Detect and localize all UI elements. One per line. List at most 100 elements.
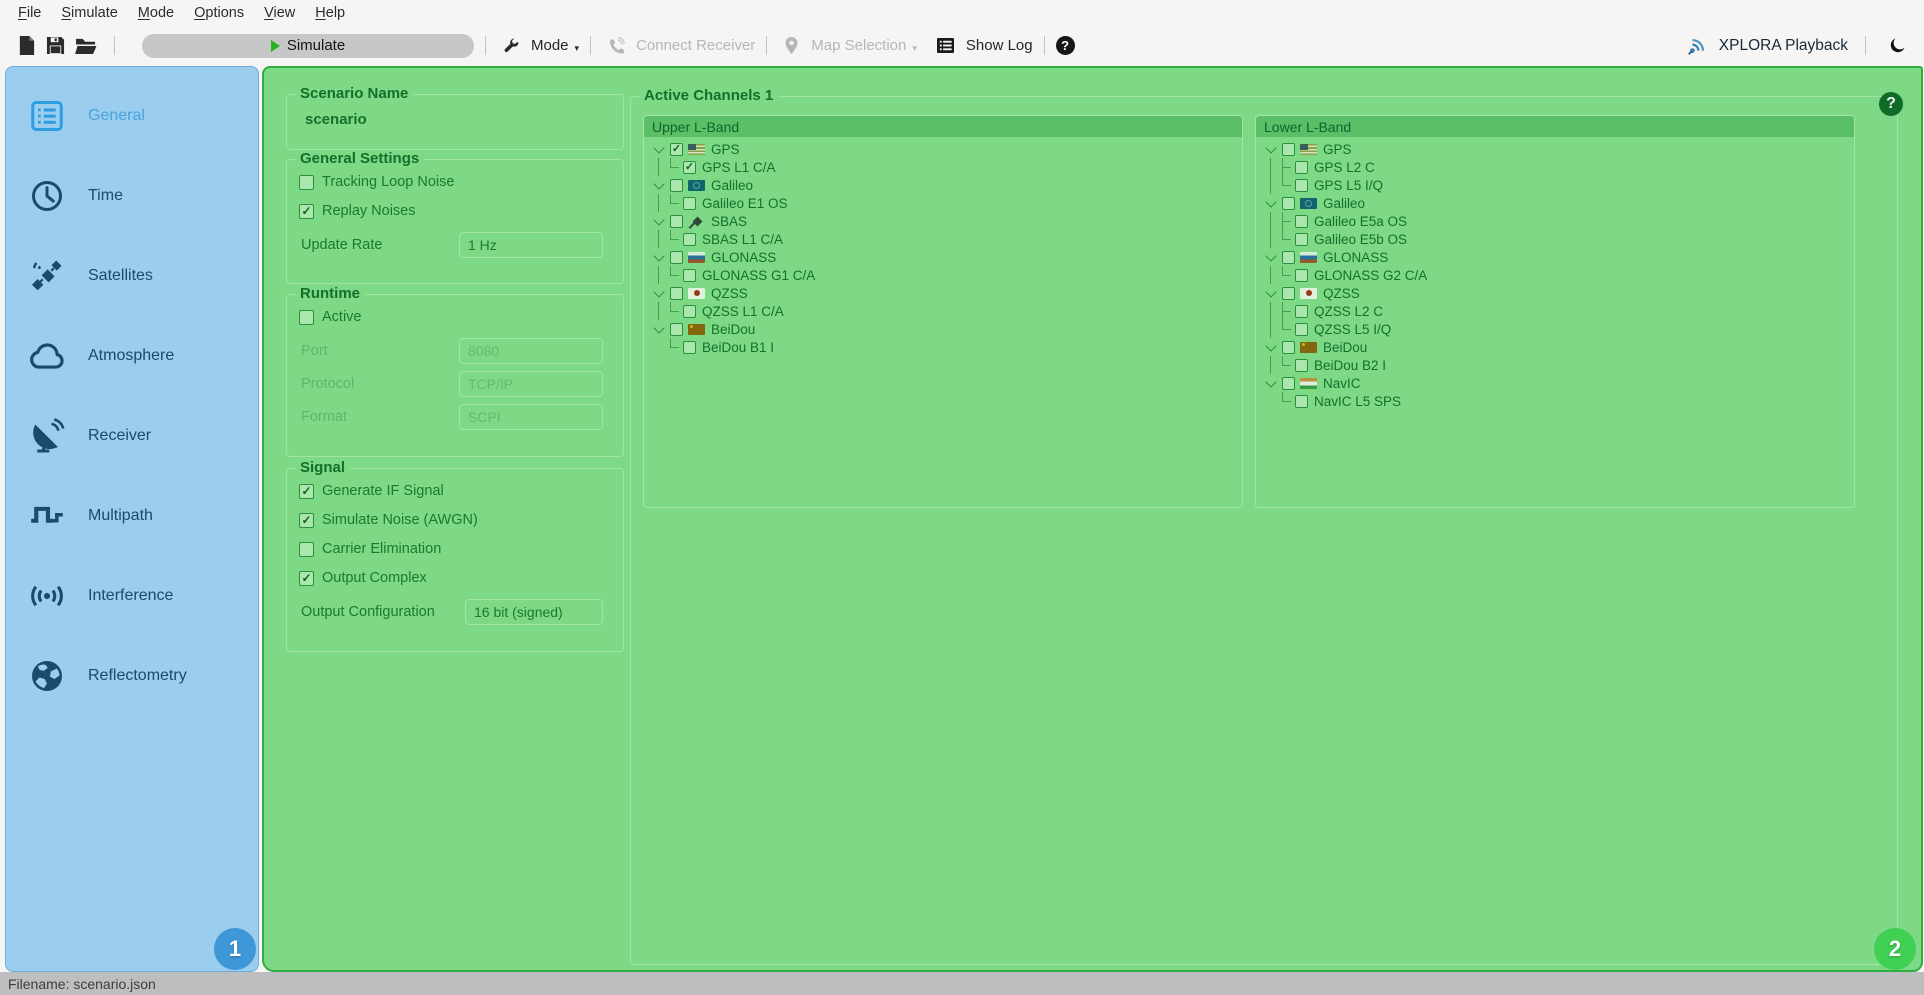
sidebar-item-satellites[interactable]: Satellites — [6, 236, 258, 316]
tree-system-row[interactable]: BeiDou — [650, 320, 1242, 338]
expander[interactable] — [1262, 374, 1280, 392]
sidebar-item-receiver[interactable]: Receiver — [6, 396, 258, 476]
connect-receiver-button[interactable]: Connect Receiver — [602, 36, 755, 55]
tree-signal-row[interactable]: GPS L5 I/Q — [1262, 176, 1854, 194]
checkbox[interactable] — [683, 196, 696, 210]
tree-system-row[interactable]: QZSS — [1262, 284, 1854, 302]
expander[interactable] — [1262, 140, 1280, 158]
tree-signal-row[interactable]: Galileo E5b OS — [1262, 230, 1854, 248]
tree-system-row[interactable]: ✓ GPS — [650, 140, 1242, 158]
expander[interactable] — [650, 212, 668, 230]
tree-signal-row[interactable]: SBAS L1 C/A — [650, 230, 1242, 248]
port-input[interactable]: 8080 ▴ ▾ — [459, 338, 603, 364]
menu-view[interactable]: View — [264, 5, 296, 21]
tree-signal-row[interactable]: GPS L2 C — [1262, 158, 1854, 176]
checkbox[interactable] — [1295, 232, 1308, 246]
checkbox[interactable] — [683, 268, 696, 282]
show-log-button[interactable]: Show Log — [931, 37, 1033, 54]
checkbox[interactable] — [1282, 376, 1295, 390]
checkbox[interactable] — [670, 322, 683, 336]
tree-signal-row[interactable]: ✓ GPS L1 C/A — [650, 158, 1242, 176]
expander[interactable] — [650, 320, 668, 338]
moon-icon[interactable] — [1888, 36, 1907, 55]
tree-system-row[interactable]: Galileo — [1262, 194, 1854, 212]
checkbox[interactable] — [670, 250, 683, 264]
expander[interactable] — [650, 140, 668, 158]
menu-simulate[interactable]: Simulate — [61, 5, 118, 21]
output-configuration-select[interactable]: 16 bit (signed) ▾ — [465, 599, 603, 625]
tree-signal-row[interactable]: Galileo E1 OS — [650, 194, 1242, 212]
checkbox[interactable] — [1295, 304, 1308, 318]
expander[interactable] — [1262, 248, 1280, 266]
tree-system-row[interactable]: GLONASS — [1262, 248, 1854, 266]
checkbox[interactable] — [1282, 286, 1295, 300]
checkbox[interactable] — [1295, 178, 1308, 192]
checkbox[interactable] — [670, 286, 683, 300]
checkbox[interactable] — [670, 214, 683, 228]
menu-help[interactable]: Help — [315, 5, 346, 21]
tree-signal-row[interactable]: QZSS L5 I/Q — [1262, 320, 1854, 338]
sidebar-item-interference[interactable]: Interference — [6, 556, 258, 636]
protocol-input[interactable]: TCP/IP ▾ — [459, 371, 603, 397]
tree-system-row[interactable]: BeiDou — [1262, 338, 1854, 356]
expander[interactable] — [650, 176, 668, 194]
checkbox[interactable] — [683, 340, 696, 354]
checkbox[interactable] — [683, 304, 696, 318]
panel-help-icon[interactable]: ? — [1879, 92, 1903, 116]
checkbox[interactable] — [1295, 358, 1308, 372]
tree-signal-row[interactable]: QZSS L1 C/A — [650, 302, 1242, 320]
expander[interactable] — [1262, 284, 1280, 302]
menu-mode[interactable]: Mode — [137, 5, 175, 21]
checkbox[interactable] — [683, 232, 696, 246]
tree-signal-row[interactable]: GLONASS G2 C/A — [1262, 266, 1854, 284]
checkbox[interactable] — [1295, 160, 1308, 174]
checkbox[interactable]: ✓ — [299, 512, 314, 528]
sidebar-item-reflectometry[interactable]: Reflectometry — [6, 636, 258, 716]
update-rate-select[interactable]: 1 Hz ▾ — [459, 232, 603, 258]
tree-system-row[interactable]: NavIC — [1262, 374, 1854, 392]
tree-signal-row[interactable]: BeiDou B1 I — [650, 338, 1242, 356]
checkbox[interactable] — [1295, 322, 1308, 336]
checkbox[interactable] — [1282, 250, 1295, 264]
mode-button[interactable]: Mode ▾ — [497, 37, 579, 55]
expander[interactable] — [1262, 194, 1280, 212]
format-input[interactable]: SCPI ▾ — [459, 404, 603, 430]
expander[interactable] — [1262, 338, 1280, 356]
sidebar-item-atmosphere[interactable]: Atmosphere — [6, 316, 258, 396]
checkbox[interactable]: ✓ — [683, 160, 696, 174]
checkbox[interactable]: ✓ — [670, 142, 683, 156]
tree-signal-row[interactable]: GLONASS G1 C/A — [650, 266, 1242, 284]
checkbox[interactable] — [299, 174, 314, 190]
checkbox[interactable] — [1282, 340, 1295, 354]
tree-signal-row[interactable]: Galileo E5a OS — [1262, 212, 1854, 230]
checkbox[interactable] — [1295, 394, 1308, 408]
checkbox[interactable] — [1282, 142, 1295, 156]
expander[interactable] — [650, 248, 668, 266]
checkbox[interactable] — [299, 541, 314, 557]
menu-options[interactable]: Options — [194, 5, 245, 21]
tree-signal-row[interactable]: QZSS L2 C — [1262, 302, 1854, 320]
checkbox[interactable] — [670, 178, 683, 192]
open-folder-icon[interactable] — [75, 36, 98, 55]
sidebar-item-general[interactable]: General — [6, 76, 258, 156]
checkbox[interactable] — [1295, 214, 1308, 228]
checkbox[interactable] — [1295, 268, 1308, 282]
checkbox[interactable]: ✓ — [299, 203, 314, 219]
map-selection-button[interactable]: Map Selection ▾ — [778, 36, 917, 55]
sidebar-item-time[interactable]: Time — [6, 156, 258, 236]
tree-system-row[interactable]: GLONASS — [650, 248, 1242, 266]
checkbox[interactable] — [299, 309, 314, 325]
tree-system-row[interactable]: SBAS — [650, 212, 1242, 230]
tree-signal-row[interactable]: NavIC L5 SPS — [1262, 392, 1854, 410]
tree-signal-row[interactable]: BeiDou B2 I — [1262, 356, 1854, 374]
checkbox[interactable] — [1282, 196, 1295, 210]
save-icon[interactable] — [46, 36, 65, 55]
expander[interactable] — [650, 284, 668, 302]
new-file-icon[interactable] — [17, 35, 36, 56]
tree-system-row[interactable]: QZSS — [650, 284, 1242, 302]
tree-system-row[interactable]: GPS — [1262, 140, 1854, 158]
checkbox[interactable]: ✓ — [299, 570, 314, 586]
tree-system-row[interactable]: Galileo — [650, 176, 1242, 194]
sidebar-item-multipath[interactable]: Multipath — [6, 476, 258, 556]
simulate-button[interactable]: Simulate — [142, 33, 474, 58]
